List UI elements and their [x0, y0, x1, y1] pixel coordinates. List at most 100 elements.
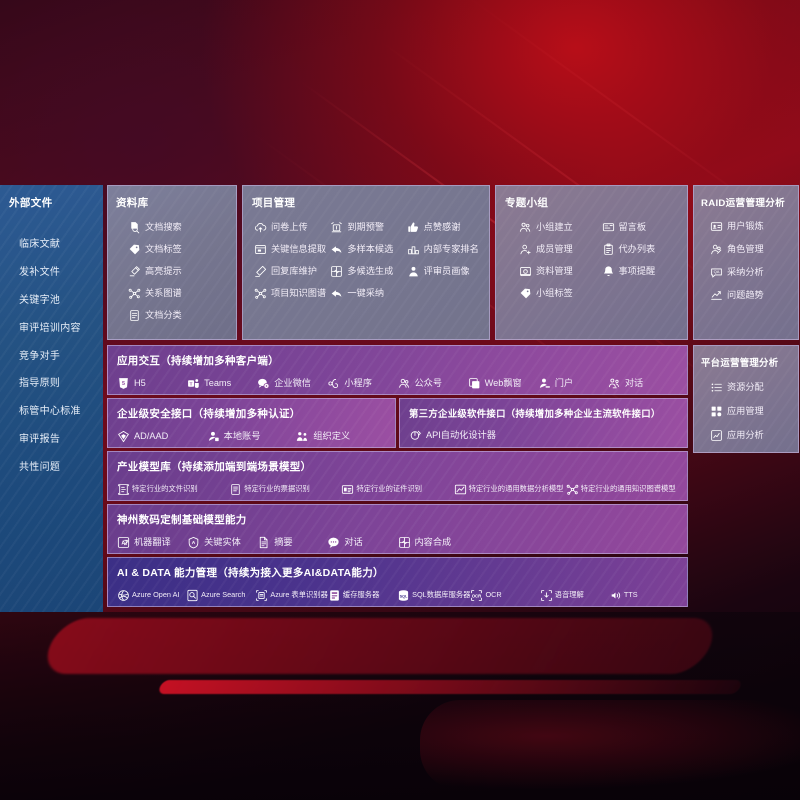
- raid-item-0[interactable]: 用户锻炼: [710, 220, 791, 233]
- project-item-3[interactable]: 关键信息提取: [254, 243, 327, 256]
- industry-item-2[interactable]: 特定行业的证件识别: [341, 483, 453, 494]
- project-item-2[interactable]: 点赞感谢: [407, 221, 480, 234]
- platform-item-0[interactable]: 资源分配: [710, 381, 791, 394]
- group-item-4[interactable]: 资料管理: [519, 265, 596, 278]
- interaction-item-2[interactable]: 企业微信: [257, 377, 327, 390]
- sidebar-item-label: 共性问题: [19, 461, 61, 473]
- group-item-label: 代办列表: [618, 243, 656, 254]
- sidebar-item-3[interactable]: 审评培训内容: [9, 312, 97, 340]
- receipt-recognition-icon: [229, 483, 240, 495]
- interaction-item-4[interactable]: 公众号: [398, 377, 468, 390]
- raid-item-3[interactable]: 问题趋势: [710, 289, 791, 302]
- library-item-0[interactable]: 文档搜索: [128, 221, 228, 234]
- aidata-item-label: OCR: [485, 589, 502, 599]
- industry-item-label: 特定行业的票据识别: [244, 483, 310, 493]
- project-item-9[interactable]: 项目知识图谱: [254, 287, 327, 300]
- ad-shield-icon: [117, 430, 130, 443]
- panel-title: 资料库: [116, 197, 149, 209]
- industry-items: 特定行业的文件识别 特定行业的票据识别 特定行业的证件识别 特定行业的通用数据分析模型…: [117, 483, 678, 495]
- interaction-item-0[interactable]: 5 H5: [117, 377, 187, 390]
- library-item-2[interactable]: 高亮提示: [128, 265, 228, 278]
- project-item-10[interactable]: 一键采纳: [330, 287, 403, 300]
- library-item-1[interactable]: 文档标签: [128, 243, 228, 256]
- svg-text:A: A: [121, 540, 125, 546]
- sidebar-item-8[interactable]: 共性问题: [9, 451, 97, 479]
- org-define-icon: [296, 430, 309, 443]
- group-item-1[interactable]: 留言板: [602, 221, 679, 234]
- aidata-item-label: 语音理解: [554, 589, 584, 599]
- foundation-item-0[interactable]: A 机器翻译: [117, 536, 187, 549]
- chat-bubble-icon: [327, 536, 340, 549]
- group-item-label: 小组标签: [536, 287, 573, 298]
- interaction-item-7[interactable]: 对话: [608, 377, 678, 390]
- foundation-item-label: 关键实体: [204, 536, 241, 547]
- aidata-item-label: 缓存服务器: [342, 589, 380, 599]
- interaction-item-1[interactable]: T Teams: [187, 377, 257, 390]
- project-item-6[interactable]: 回复库维护: [254, 265, 327, 278]
- aidata-item-7[interactable]: TTS: [609, 589, 678, 600]
- raid-item-2[interactable]: QA 采纳分析: [710, 266, 791, 279]
- project-item-label: 内部专家排名: [423, 243, 479, 254]
- group-item-0[interactable]: 小组建立: [519, 221, 596, 234]
- aidata-item-label: SQL数据库服务器: [412, 589, 471, 599]
- sidebar-item-5[interactable]: 指导原则: [9, 368, 97, 396]
- sidebar-item-label: 临床文献: [19, 239, 61, 251]
- foundation-item-1[interactable]: A 关键实体: [187, 536, 257, 549]
- aidata-item-5[interactable]: OCR OCR: [470, 589, 539, 601]
- panel-title: 应用交互（持续增加多种客户端）: [117, 355, 279, 367]
- aidata-item-0[interactable]: Azure Open AI: [117, 589, 186, 601]
- project-item-label: 到期预警: [347, 221, 385, 232]
- sidebar-item-4[interactable]: 竞争对手: [9, 340, 97, 368]
- security-item-2[interactable]: 组织定义: [296, 430, 386, 443]
- interaction-item-label: 小程序: [344, 377, 372, 388]
- svg-text:SQL: SQL: [400, 595, 408, 599]
- library-item-3[interactable]: 关系图谱: [128, 287, 228, 300]
- platform-item-1[interactable]: 应用管理: [710, 405, 791, 418]
- project-item-7[interactable]: 多候选生成: [330, 265, 403, 278]
- speech-understanding-icon: [540, 589, 552, 601]
- aidata-item-6[interactable]: 语音理解: [540, 589, 609, 601]
- interaction-item-5[interactable]: Web飘窗: [468, 377, 538, 390]
- security-item-0[interactable]: AD/AAD: [117, 430, 207, 443]
- foundation-item-3[interactable]: 对话: [327, 536, 397, 549]
- aidata-item-2[interactable]: Azure 表单识别器: [255, 589, 328, 601]
- project-item-5[interactable]: 内部专家排名: [407, 243, 480, 256]
- sidebar-item-1[interactable]: 发补文件: [9, 257, 97, 285]
- security-item-1[interactable]: 本地账号: [207, 430, 297, 443]
- security-item-label: 组织定义: [313, 430, 351, 441]
- cache-server-icon: [328, 589, 339, 601]
- sidebar-item-0[interactable]: 临床文献: [9, 229, 97, 257]
- project-item-8[interactable]: 评审员画像: [407, 265, 480, 278]
- sql-database-icon: SQL: [397, 589, 409, 601]
- library-item-4[interactable]: 文档分类: [128, 309, 228, 322]
- portal-icon: [538, 377, 551, 390]
- raid-item-1[interactable]: 角色管理: [710, 243, 791, 256]
- group-item-2[interactable]: 成员管理: [519, 243, 596, 256]
- raid-item-label: 用户锻炼: [727, 220, 764, 231]
- industry-item-4[interactable]: 特定行业的通用知识图谱模型: [566, 483, 678, 495]
- aidata-item-3[interactable]: 缓存服务器: [328, 589, 397, 601]
- panel-interaction: 应用交互（持续增加多种客户端） 5 H5 T Teams 企业微信 小程序 公众号 Web飘窗…: [107, 345, 688, 395]
- industry-item-0[interactable]: 特定行业的文件识别: [117, 483, 229, 495]
- group-item-5[interactable]: 事项提醒: [602, 265, 679, 278]
- group-item-3[interactable]: 代办列表: [602, 243, 679, 256]
- interaction-item-3[interactable]: 小程序: [327, 377, 397, 390]
- thirdparty-item-0[interactable]: API自动化设计器: [409, 429, 499, 442]
- foundation-item-4[interactable]: 内容合成: [398, 536, 468, 549]
- aidata-item-4[interactable]: SQL SQL数据库服务器: [397, 589, 471, 601]
- interaction-item-6[interactable]: 门户: [538, 377, 608, 390]
- project-item-0[interactable]: 问卷上传: [254, 221, 327, 234]
- foundation-item-2[interactable]: 摘要: [257, 536, 327, 549]
- project-item-4[interactable]: 多样本候选: [330, 243, 403, 256]
- sidebar-item-2[interactable]: 关键字池: [9, 285, 97, 313]
- aidata-item-1[interactable]: Azure Search: [186, 589, 255, 602]
- platform-item-2[interactable]: 应用分析: [710, 429, 791, 442]
- sidebar-item-6[interactable]: 标管中心标准: [9, 396, 97, 424]
- project-item-1[interactable]: 到期预警: [330, 221, 403, 234]
- group-item-6[interactable]: 小组标签: [519, 287, 596, 300]
- industry-item-3[interactable]: 特定行业的通用数据分析模型: [454, 483, 566, 495]
- thirdparty-item-label: API自动化设计器: [426, 429, 496, 440]
- sidebar-item-7[interactable]: 审评报告: [9, 423, 97, 451]
- group-items: 小组建立 留言板 成员管理 代办列表资料管理 事项提醒小组标签: [505, 221, 678, 300]
- industry-item-1[interactable]: 特定行业的票据识别: [229, 483, 341, 495]
